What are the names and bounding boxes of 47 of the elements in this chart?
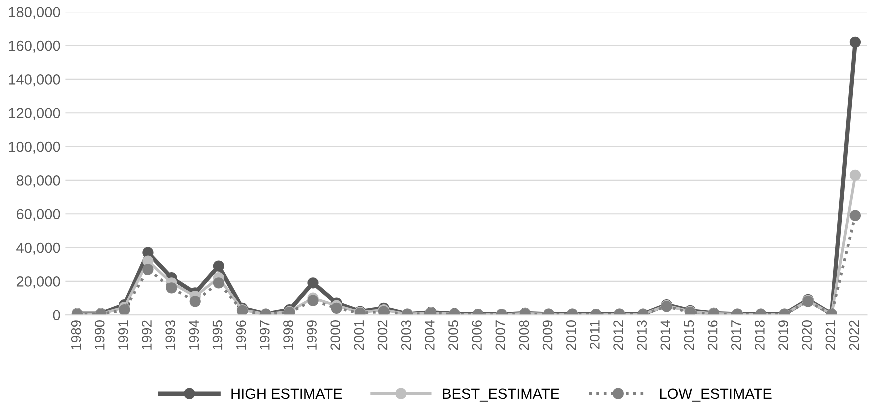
x-tick-label: 1989	[71, 320, 82, 350]
x-tick-label: 2001	[354, 320, 364, 350]
x-tick-label: 2005	[448, 320, 458, 350]
x-tick-label: 2020	[802, 320, 812, 350]
x-tick-label: 2011	[590, 320, 600, 350]
x-tick-label: 2012	[614, 320, 624, 350]
x-tick-label: 1994	[189, 320, 200, 350]
x-tick-label: 1996	[236, 320, 246, 350]
x-tick-label: 2015	[684, 320, 694, 350]
x-tick-label: 1998	[284, 320, 294, 350]
y-tick-label: 40,000	[16, 242, 60, 255]
x-tick-label: 2009	[542, 320, 553, 350]
x-tick-label: 1992	[142, 320, 152, 350]
x-tick-label: 2021	[826, 320, 836, 350]
y-tick-label: 0	[53, 310, 60, 321]
x-tick-label: 2014	[660, 320, 671, 350]
y-tick-label: 20,000	[16, 276, 60, 289]
y-tick-label: 140,000	[9, 74, 60, 87]
x-tick-label: 1999	[307, 320, 317, 350]
x-tick-label: 2017	[731, 320, 742, 350]
x-tick-label: 2010	[566, 320, 576, 350]
x-tick-label: 2016	[708, 320, 718, 350]
x-tick-label: 1993	[166, 320, 176, 350]
x-tick-label: 2008	[519, 320, 530, 350]
x-tick-label: 2006	[472, 320, 482, 350]
x-tick-label: 1995	[212, 320, 223, 350]
y-tick-label: 80,000	[16, 176, 60, 188]
y-tick-label: 60,000	[16, 209, 60, 222]
x-tick-label: 2002	[378, 320, 388, 350]
x-tick-label: 1991	[118, 320, 128, 350]
x-tick-label: 2018	[755, 320, 765, 350]
x-tick-label: 1997	[260, 320, 270, 350]
y-tick-label: 100,000	[9, 142, 60, 154]
legend-label: HIGH ESTIMATE	[232, 388, 342, 400]
legend-label: BEST_ESTIMATE	[443, 388, 560, 402]
x-tick-label: 1990	[94, 320, 105, 350]
y-tick-label: 120,000	[9, 108, 60, 120]
y-tick-label: 160,000	[9, 40, 60, 53]
x-tick-label: 2004	[425, 320, 435, 350]
x-tick-label: 2003	[401, 320, 412, 350]
y-tick-label: 180,000	[9, 7, 60, 20]
x-tick-label: 2019	[778, 320, 788, 350]
x-tick-label: 2000	[330, 320, 341, 350]
x-tick-label: 2022	[849, 320, 860, 350]
x-tick-label: 2007	[496, 320, 506, 350]
legend-label: LOW_ESTIMATE	[660, 388, 772, 402]
x-tick-label: 2013	[637, 320, 648, 350]
